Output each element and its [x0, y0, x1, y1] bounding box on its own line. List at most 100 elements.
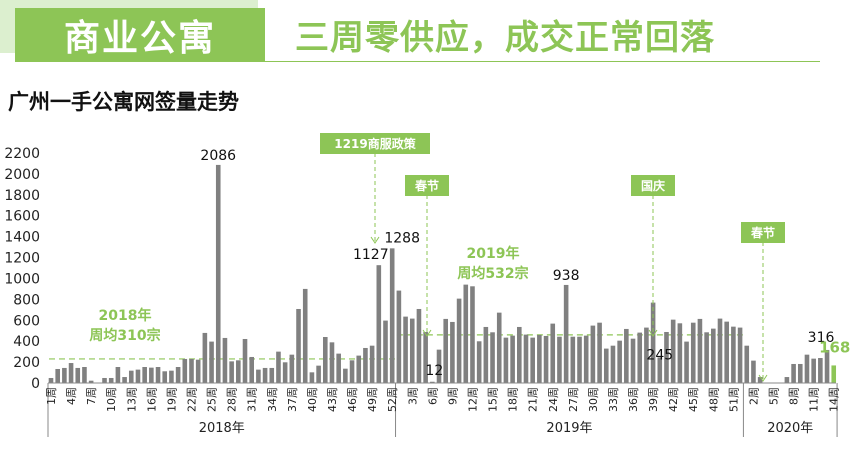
bar	[603, 348, 609, 383]
week-tick-label: 6周	[426, 387, 439, 405]
y-tick-label: 1000	[4, 271, 40, 287]
bar	[329, 342, 335, 383]
bar	[711, 328, 716, 383]
week-tick-label: 34周	[266, 387, 279, 412]
y-tick-label: 200	[13, 355, 40, 371]
bar	[537, 335, 542, 383]
header-divider	[15, 61, 820, 62]
week-tick-label: 12周	[466, 387, 479, 412]
week-tick-label: 18周	[507, 387, 520, 412]
bar	[195, 359, 201, 383]
bar	[704, 332, 709, 383]
bar	[563, 284, 569, 383]
week-tick-label: 39周	[647, 387, 660, 412]
bar	[242, 338, 248, 383]
week-tick-label: 4周	[65, 387, 78, 405]
week-tick-label: 16周	[145, 387, 158, 412]
bar	[677, 323, 683, 383]
bar	[302, 288, 308, 383]
bar	[583, 335, 589, 383]
week-tick-label: 1周	[45, 387, 58, 405]
bar	[182, 358, 188, 383]
week-tick-label: 9周	[446, 387, 459, 405]
annotation-label: 春节	[750, 225, 775, 240]
bar	[229, 361, 234, 383]
bar	[530, 337, 535, 383]
bar	[115, 367, 121, 383]
bar	[48, 377, 54, 383]
bar	[55, 368, 60, 383]
average-label-value: 周均310宗	[89, 327, 160, 344]
data-label: 938	[553, 268, 580, 284]
week-tick-label: 30周	[587, 387, 600, 412]
bar	[824, 349, 830, 383]
week-tick-label: 24周	[547, 387, 560, 412]
week-tick-label: 19周	[165, 387, 178, 412]
bar	[262, 367, 268, 383]
y-tick-label: 1800	[4, 188, 40, 204]
bar	[383, 320, 388, 383]
bar	[236, 360, 241, 383]
week-tick-label: 40周	[306, 387, 319, 412]
bar	[189, 358, 194, 383]
headline: 三周零供应，成交正常回落	[295, 18, 715, 58]
week-tick-label: 42周	[667, 387, 680, 412]
annotation-box	[320, 133, 430, 154]
bar	[650, 302, 656, 383]
week-tick-label: 3周	[406, 387, 419, 405]
week-tick-label: 27周	[567, 387, 580, 412]
bar	[155, 367, 161, 383]
bar	[463, 284, 469, 383]
bar	[630, 338, 636, 383]
data-label: 12	[425, 363, 443, 379]
bar	[523, 334, 529, 383]
bar	[430, 381, 435, 383]
bar	[590, 325, 596, 383]
bar	[175, 367, 181, 383]
bar	[122, 377, 127, 383]
chart-title: 广州一手公寓网签量走势	[8, 90, 239, 114]
week-tick-label: 48周	[707, 387, 720, 412]
week-tick-label: 10周	[105, 387, 118, 412]
annotation-label: 春节	[414, 178, 439, 193]
y-tick-label: 1400	[4, 230, 40, 246]
bar	[209, 341, 214, 383]
bar	[724, 321, 729, 383]
bar	[570, 336, 576, 383]
data-label: 1288	[384, 230, 420, 246]
bar	[396, 290, 402, 383]
year-label: 2018年	[199, 421, 245, 436]
bar	[169, 370, 174, 383]
bar	[142, 367, 147, 383]
bar	[349, 360, 355, 383]
bar	[550, 323, 556, 383]
bar	[496, 312, 502, 383]
week-tick-label: 49周	[366, 387, 379, 412]
bar	[717, 318, 723, 383]
bar	[82, 367, 87, 383]
bar	[543, 335, 549, 383]
y-tick-label: 1600	[4, 209, 40, 225]
week-tick-label: 11周	[808, 387, 821, 412]
bar	[102, 377, 107, 383]
week-tick-label: 21周	[527, 387, 540, 412]
week-tick-label: 52周	[386, 387, 399, 412]
data-label: 1127	[353, 247, 389, 263]
y-tick-label: 1200	[4, 251, 40, 267]
bar	[149, 367, 154, 383]
year-label: 2019年	[546, 421, 592, 436]
week-tick-label: 51周	[727, 387, 740, 412]
week-tick-label: 2周	[747, 387, 760, 405]
bar	[657, 357, 663, 383]
bar	[369, 345, 375, 383]
bar	[690, 322, 696, 383]
bar	[403, 316, 408, 383]
average-label-year: 2019年	[467, 245, 520, 262]
bar	[784, 377, 790, 383]
data-label: 245	[646, 347, 673, 363]
bar	[510, 335, 515, 383]
bar	[316, 365, 321, 383]
bar	[363, 347, 368, 383]
bar	[811, 358, 816, 383]
week-tick-label: 22周	[185, 387, 198, 412]
